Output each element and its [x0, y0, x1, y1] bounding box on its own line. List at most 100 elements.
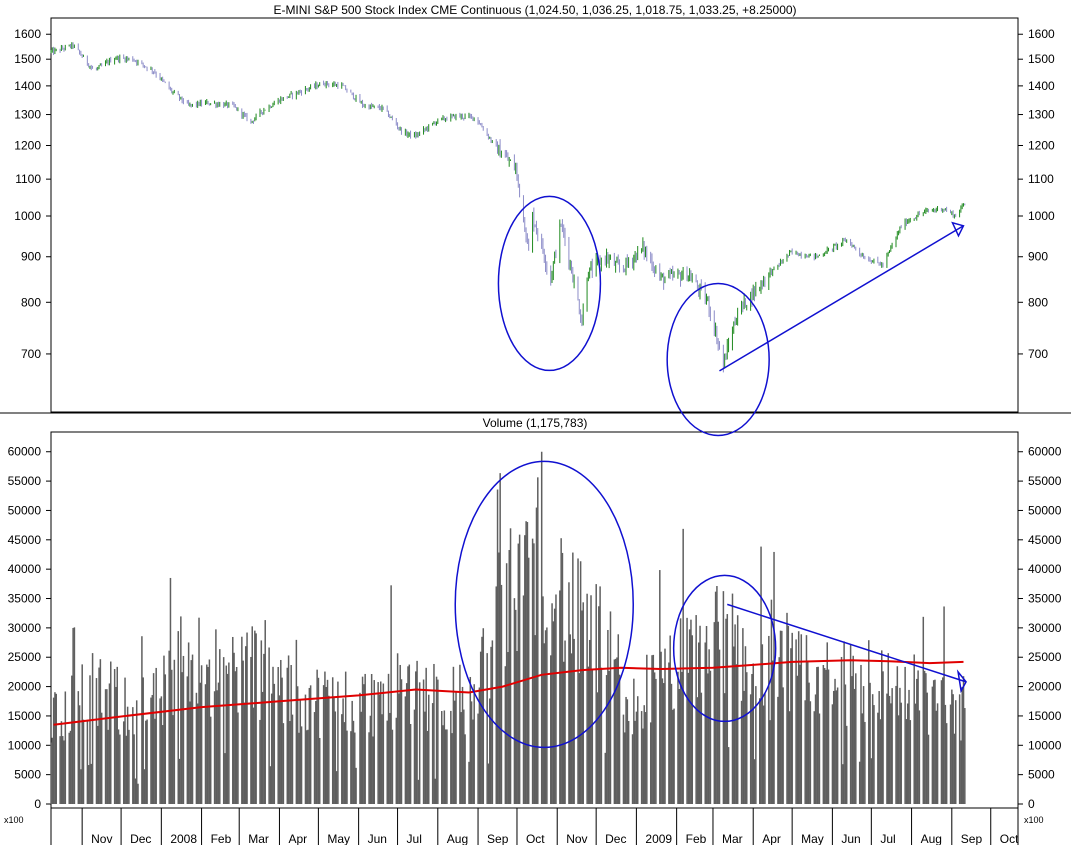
- price-ytick-label-left: 1600: [14, 27, 41, 41]
- volume-bar: [146, 719, 148, 804]
- volume-bar: [796, 675, 799, 804]
- volume-bar: [110, 661, 112, 804]
- volume-bar: [82, 719, 85, 804]
- volume-bar: [344, 671, 347, 804]
- volume-bar: [834, 678, 836, 804]
- volume-bar: [159, 698, 161, 804]
- price-ytick-label-right: 1600: [1028, 27, 1055, 41]
- x-axis-label: May: [801, 832, 824, 845]
- volume-bar: [331, 677, 334, 804]
- x-axis-label: Dec: [130, 832, 151, 845]
- volume-bar: [137, 783, 139, 804]
- volume-bar: [282, 723, 285, 804]
- volume-bar: [71, 675, 73, 804]
- volume-bar: [631, 734, 634, 804]
- x-axis-label: Sep: [487, 832, 509, 845]
- volume-bar: [107, 729, 109, 804]
- volume-bar: [343, 722, 346, 804]
- volume-ytick-label-left: 5000: [14, 768, 41, 782]
- volume-bar: [800, 634, 803, 804]
- volume-bar: [761, 644, 764, 804]
- volume-bar: [509, 528, 512, 804]
- volume-bar: [818, 713, 821, 804]
- volume-bar: [909, 720, 912, 804]
- volume-bar: [389, 712, 391, 804]
- volume-bar: [727, 747, 730, 804]
- volume-bar: [570, 653, 573, 804]
- volume-bar: [434, 778, 437, 804]
- volume-bar: [115, 686, 117, 804]
- price-panel-title: E-MINI S&P 500 Stock Index CME Continuou…: [273, 3, 796, 17]
- volume-bar: [564, 640, 566, 804]
- volume-bar: [624, 732, 626, 804]
- volume-bar: [642, 728, 644, 804]
- volume-bar: [289, 721, 291, 804]
- volume-bar: [782, 687, 784, 804]
- volume-bar: [842, 764, 844, 804]
- volume-bar: [652, 654, 655, 804]
- volume-bar: [86, 719, 89, 804]
- volume-bar: [322, 685, 325, 804]
- volume-bar: [478, 687, 481, 804]
- volume-bar: [87, 765, 90, 804]
- volume-ytick-label-left: 50000: [8, 503, 42, 517]
- volume-bar: [495, 586, 498, 804]
- volume-bar: [799, 664, 801, 804]
- volume-bar: [773, 551, 775, 804]
- volume-bar: [599, 586, 601, 804]
- volume-bar: [263, 653, 265, 804]
- volume-bar: [625, 696, 627, 804]
- annotation-circle-volume-1: [454, 460, 634, 749]
- volume-bar: [525, 521, 527, 804]
- price-ytick-label-right: 800: [1028, 295, 1048, 309]
- volume-bar: [490, 646, 492, 804]
- volume-bar: [743, 690, 745, 804]
- volume-bar: [516, 651, 518, 804]
- volume-bar: [428, 694, 430, 804]
- volume-bar: [226, 673, 229, 804]
- volume-bar: [206, 664, 208, 804]
- volume-bar: [173, 659, 176, 804]
- volume-ma-line: [53, 659, 964, 726]
- volume-bar: [63, 740, 65, 804]
- price-ytick-label-right: 1500: [1028, 52, 1055, 66]
- volume-bar: [682, 528, 684, 804]
- volume-bar: [444, 729, 447, 804]
- volume-bar: [860, 664, 862, 804]
- volume-bar: [235, 666, 238, 804]
- volume-bar: [607, 629, 609, 804]
- volume-bar: [881, 650, 883, 804]
- volume-bar: [678, 688, 681, 804]
- volume-bar: [953, 733, 956, 804]
- volume-bar: [391, 729, 394, 804]
- volume-bar: [822, 665, 825, 804]
- volume-bar: [413, 709, 416, 804]
- volume-bar: [200, 665, 203, 804]
- volume-bar: [155, 667, 157, 804]
- volume-bar: [677, 671, 679, 804]
- volume-bar: [161, 725, 164, 804]
- volume-bar: [888, 695, 891, 804]
- volume-bar: [496, 489, 499, 804]
- volume-bar: [787, 625, 790, 804]
- volume-bar: [317, 677, 320, 804]
- volume-bar: [936, 703, 939, 804]
- x-axis-label: Oct: [1000, 832, 1019, 845]
- volume-bar: [895, 685, 897, 804]
- price-ytick-label-left: 900: [21, 250, 41, 264]
- volume-bar: [64, 691, 67, 804]
- volume-bar: [468, 761, 470, 804]
- volume-bar: [855, 673, 857, 804]
- volume-bar: [264, 620, 266, 804]
- volume-bar: [835, 690, 838, 804]
- volume-bar: [587, 666, 590, 804]
- volume-bar: [755, 686, 757, 804]
- volume-bar: [171, 669, 173, 804]
- price-ytick-label-left: 1500: [14, 52, 41, 66]
- volume-bar: [940, 680, 943, 804]
- volume-bar: [646, 654, 648, 804]
- volume-bar: [246, 632, 248, 804]
- volume-bar: [208, 659, 211, 804]
- volume-bar: [341, 714, 343, 804]
- x-axis-label: Apr: [762, 832, 781, 845]
